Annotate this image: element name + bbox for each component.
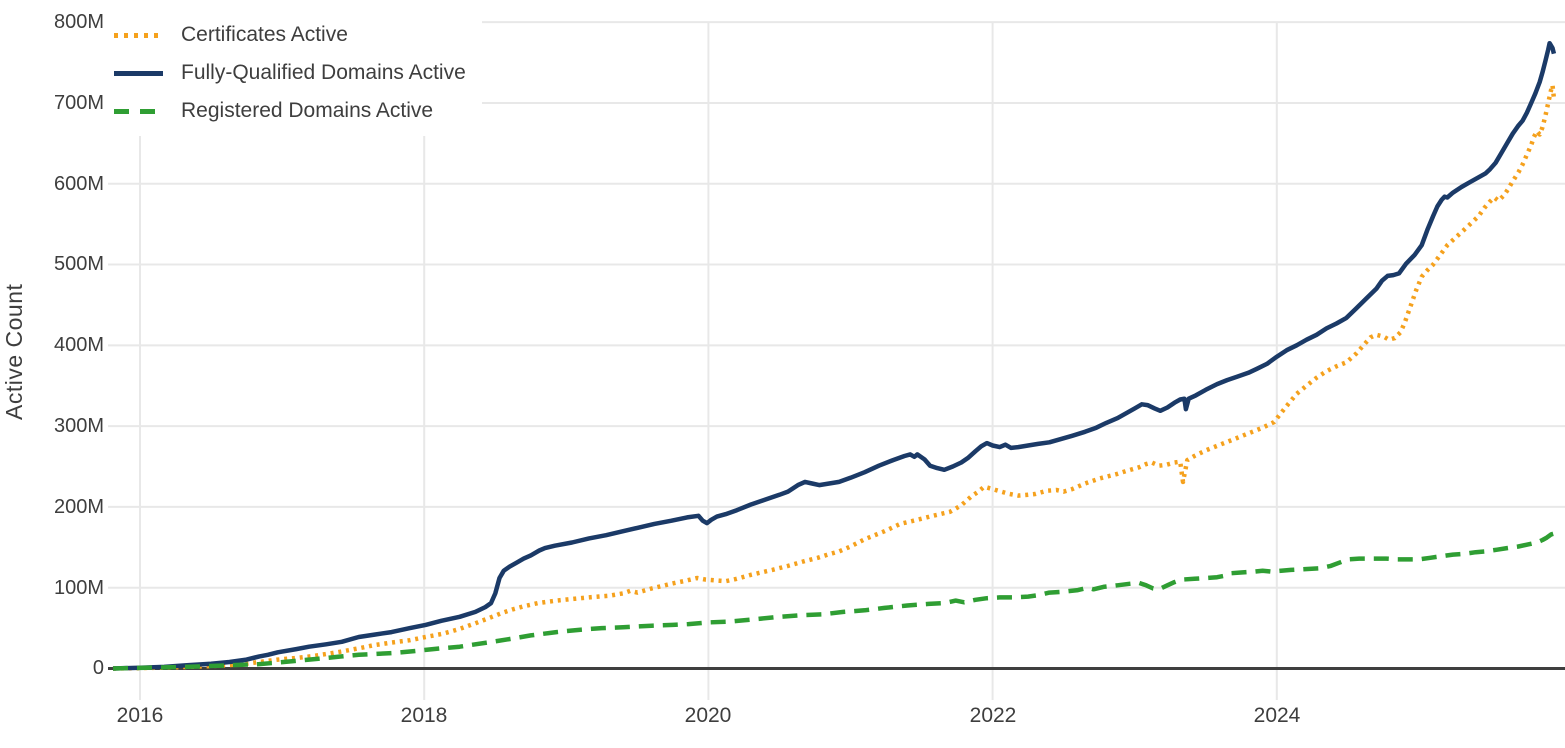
legend-label-registered-domains-active: Registered Domains Active [181,99,434,122]
y-tick-label-400m: 400M [53,334,104,356]
y-tick-label-0: 0 [92,657,104,679]
legend-label-fully-qualified-domains-active: Fully-Qualified Domains Active [181,61,466,84]
legend-item-fully-qualified-domains-active: Fully-Qualified Domains Active [114,54,466,92]
y-tick-label-800m: 800M [53,11,104,33]
legend-label-certificates-active: Certificates Active [181,23,348,46]
y-tick-label-500m: 500M [53,253,104,275]
x-tick-label-2022: 2022 [969,704,1017,727]
y-tick-label-700m: 700M [53,92,104,114]
y-tick-label-300m: 300M [53,415,104,437]
y-tick-label-100m: 100M [53,577,104,599]
legend-item-certificates-active: Certificates Active [114,16,466,54]
series-line-registered-domains-active [112,531,1555,671]
legend-swatch-fully-qualified-domains-active [114,70,163,76]
legend-swatch-registered-domains-active [114,108,163,114]
x-tick-label-2020: 2020 [684,704,732,727]
y-tick-label-200m: 200M [53,496,104,518]
x-tick-label-2018: 2018 [400,704,448,727]
legend: Certificates Active Fully-Qualified Doma… [108,12,482,136]
x-tick-label-2024: 2024 [1253,704,1301,727]
series-line-fully-qualified-domains-active [112,40,1557,671]
y-tick-label-600m: 600M [53,173,104,195]
legend-item-registered-domains-active: Registered Domains Active [114,92,466,130]
legend-swatch-certificates-active [114,32,163,38]
x-tick-label-2016: 2016 [116,704,164,727]
series-line-certificates-active [112,82,1557,671]
